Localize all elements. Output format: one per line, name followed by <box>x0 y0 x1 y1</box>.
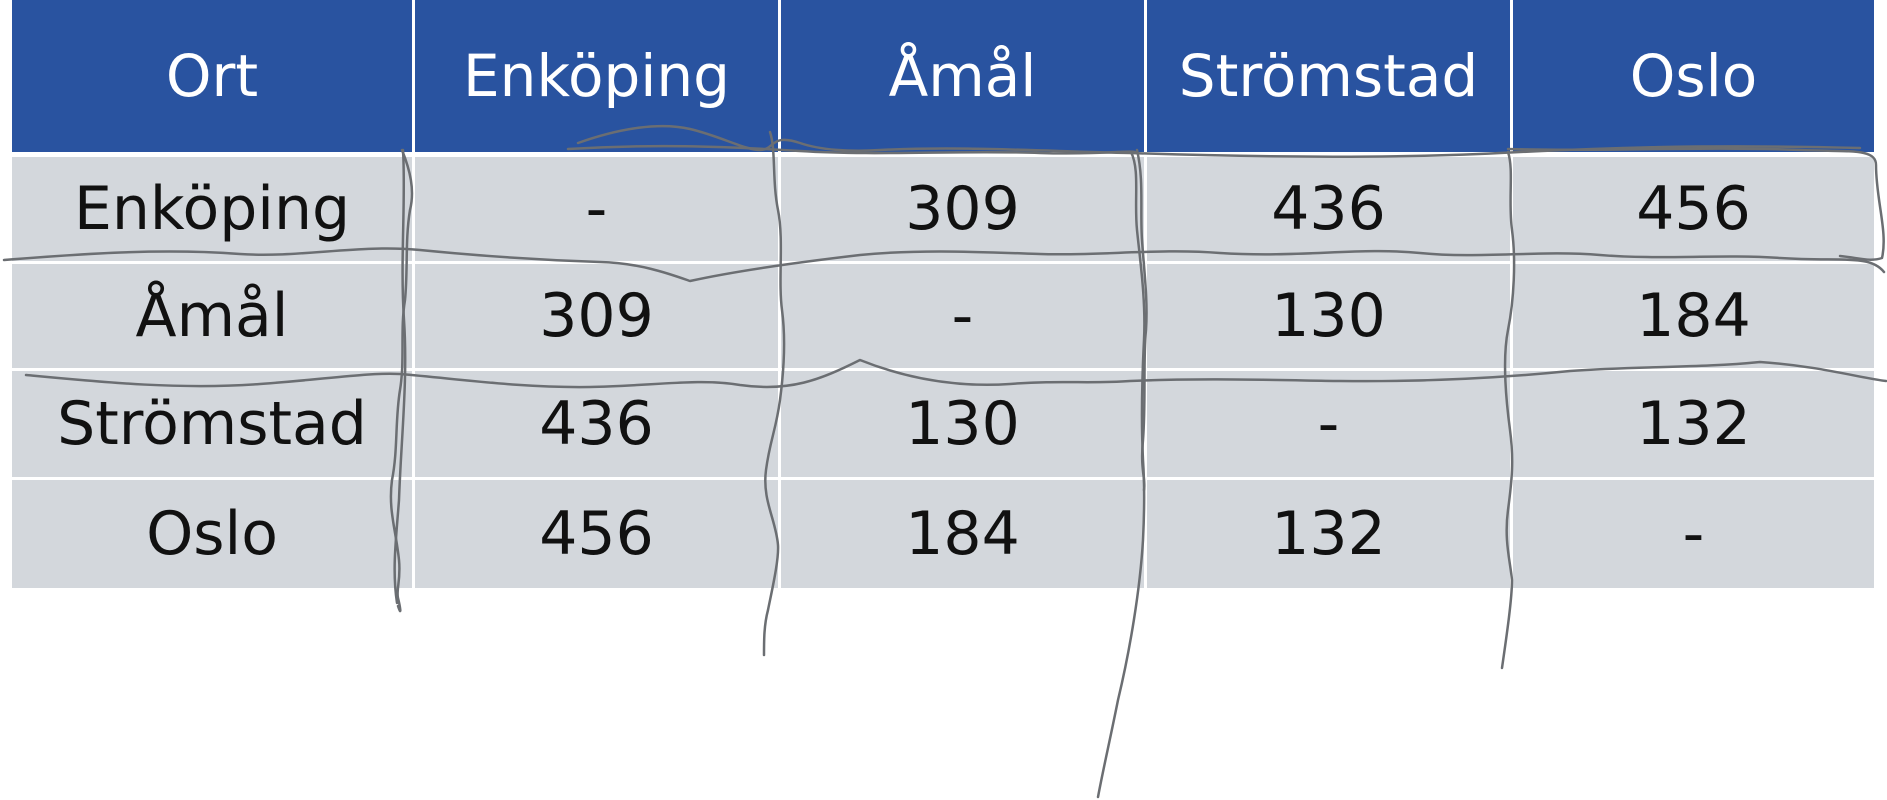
header-cell-stromstad: Strömstad <box>1147 0 1510 152</box>
table-cell: 436 <box>1147 157 1510 261</box>
table-cell: 456 <box>1513 157 1874 261</box>
table-cell: - <box>1513 480 1874 588</box>
table-cell: - <box>415 157 778 261</box>
table-cell: 132 <box>1513 371 1874 477</box>
table-cell: 130 <box>781 371 1144 477</box>
table-cell: 456 <box>415 480 778 588</box>
table-cell: - <box>781 264 1144 368</box>
header-cell-amal: Åmål <box>781 0 1144 152</box>
header-cell-enkoping: Enköping <box>415 0 778 152</box>
table-cell: 132 <box>1147 480 1510 588</box>
distance-table: Ort Enköping Åmål Strömstad Oslo Enköpin… <box>12 0 1874 588</box>
row-label-oslo: Oslo <box>12 480 412 588</box>
table-cell: 309 <box>415 264 778 368</box>
row-label-amal: Åmål <box>12 264 412 368</box>
table-cell: 436 <box>415 371 778 477</box>
row-label-stromstad: Strömstad <box>12 371 412 477</box>
row-label-enkoping: Enköping <box>12 157 412 261</box>
header-cell-ort: Ort <box>12 0 412 152</box>
header-cell-oslo: Oslo <box>1513 0 1874 152</box>
table-cell: 184 <box>1513 264 1874 368</box>
table-cell: - <box>1147 371 1510 477</box>
table-cell: 130 <box>1147 264 1510 368</box>
table-cell: 184 <box>781 480 1144 588</box>
table-cell: 309 <box>781 157 1144 261</box>
